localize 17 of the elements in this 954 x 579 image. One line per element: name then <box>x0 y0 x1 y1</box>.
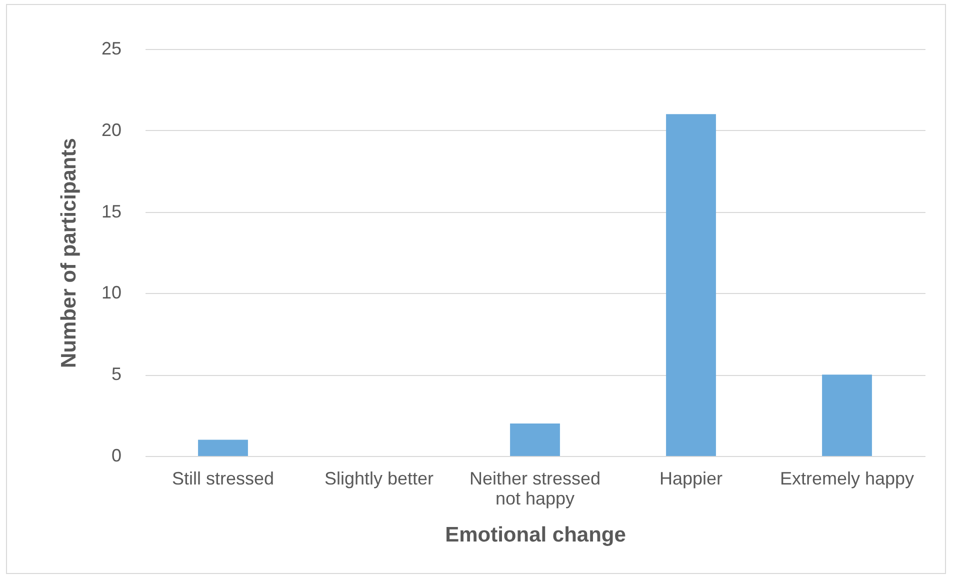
y-tick-label: 25 <box>101 38 122 58</box>
x-tick-label: Neither stressed not happy <box>469 468 601 508</box>
x-tick-label: Slightly better <box>324 468 434 488</box>
y-tick-label: 10 <box>101 282 122 303</box>
x-axis-title: Emotional change <box>445 524 626 546</box>
y-tick-label: 20 <box>101 120 122 140</box>
y-tick-label: 0 <box>111 446 122 466</box>
bar <box>666 114 716 456</box>
bar <box>510 423 560 456</box>
x-tick-label: Happier <box>659 468 723 488</box>
bar <box>198 440 248 456</box>
x-tick-label: Still stressed <box>172 468 274 488</box>
y-tick-label: 15 <box>101 201 122 222</box>
y-tick-label: 5 <box>111 364 122 384</box>
y-axis-title: Number of participants <box>57 138 80 368</box>
x-tick-label: Extremely happy <box>780 468 914 488</box>
bar <box>822 374 872 456</box>
